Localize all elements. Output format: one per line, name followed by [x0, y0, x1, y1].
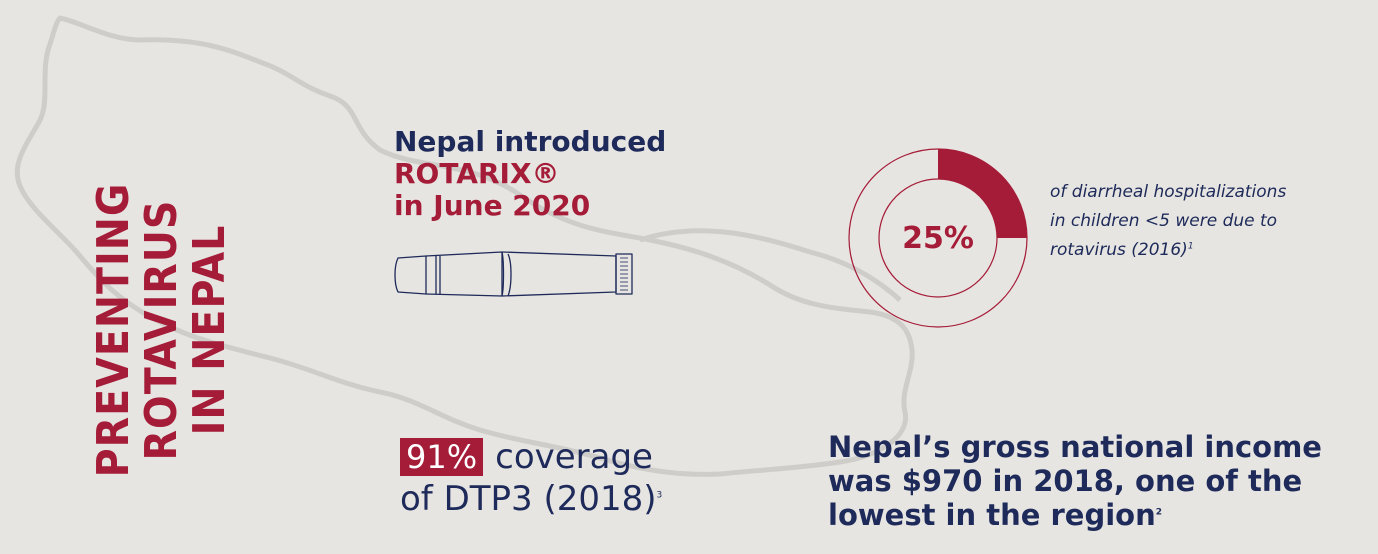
caption-line-3-wrap: rotavirus (2016)1: [1050, 236, 1378, 265]
caption-reference: 1: [1187, 241, 1194, 252]
title-line-1: PREVENTING ROTAVIRUS: [88, 182, 187, 478]
intro-line-1: Nepal introduced: [394, 125, 667, 158]
rotavirus-stat-caption: of diarrheal hospitalizations in childre…: [1050, 178, 1378, 265]
title-line-2: IN NEPAL: [184, 224, 235, 436]
donut-highlight-slice: [938, 149, 1027, 238]
coverage-line-1: 91% coverage: [400, 436, 662, 478]
gni-reference: 2: [1155, 507, 1163, 518]
donut-percent-label: 25%: [902, 220, 974, 256]
caption-line-1: of diarrheal hospitalizations: [1050, 182, 1287, 202]
intro-line-3: in June 2020: [394, 189, 591, 222]
coverage-line-2-wrap: of DTP3 (2018)3: [400, 478, 662, 520]
gni-statement: Nepal’s gross national income was $970 i…: [828, 430, 1376, 532]
page-title: PREVENTING ROTAVIRUS IN NEPAL: [88, 120, 235, 540]
coverage-reference: 3: [656, 490, 663, 501]
gni-line-1: Nepal’s gross national income: [828, 430, 1322, 464]
rotavirus-share-donut: [848, 148, 1028, 328]
gni-line-3: lowest in the region: [828, 498, 1156, 532]
caption-line-2: in children <5 were due to: [1050, 211, 1278, 231]
intro-line-2: ROTARIX®: [394, 157, 560, 190]
caption-line-3: rotavirus (2016): [1050, 240, 1188, 260]
vaccine-tube-icon: [394, 251, 633, 297]
rotarix-introduction: Nepal introduced ROTARIX® in June 2020: [394, 126, 666, 222]
coverage-line-2: of DTP3 (2018): [400, 479, 657, 519]
dtp3-coverage: 91% coverage of DTP3 (2018)3: [400, 436, 662, 520]
gni-line-2: was $970 in 2018, one of the: [828, 464, 1303, 498]
coverage-percent-badge: 91%: [400, 438, 484, 476]
gni-line-3-wrap: lowest in the region2: [828, 498, 1376, 532]
coverage-word: coverage: [495, 437, 653, 477]
